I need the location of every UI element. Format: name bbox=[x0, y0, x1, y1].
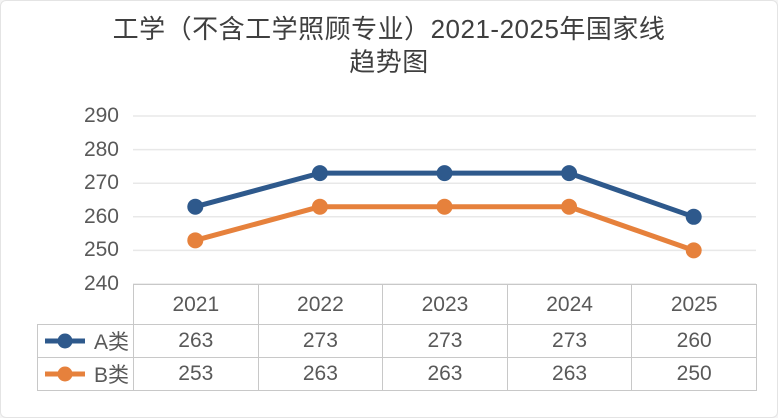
series-b-value-2021: 253 bbox=[133, 357, 259, 391]
series-b-value-2023: 263 bbox=[382, 357, 508, 391]
series-a-value-2021: 263 bbox=[133, 324, 259, 358]
series-a-legend-marker-icon bbox=[44, 333, 85, 349]
year-header-2021: 2021 bbox=[133, 284, 259, 325]
y-axis-tick-label-260: 260 bbox=[83, 204, 119, 228]
year-header-2025: 2025 bbox=[631, 284, 757, 325]
series-a-value-2022: 273 bbox=[257, 324, 384, 358]
series-b-legend-label: B类 bbox=[93, 364, 129, 387]
series-a-legend-cell: A类 bbox=[37, 324, 134, 358]
y-axis-tick-label-250: 250 bbox=[83, 238, 119, 262]
series-a-row: A类 263 273 273 273 260 bbox=[37, 324, 757, 358]
year-header-2024: 2024 bbox=[506, 284, 633, 325]
series-b-value-2022: 263 bbox=[257, 357, 384, 391]
data-point-A类-2024 bbox=[561, 165, 578, 182]
y-axis-tick-label-290: 290 bbox=[83, 104, 119, 127]
data-point-A类-2025 bbox=[685, 208, 702, 225]
data-point-A类-2021 bbox=[187, 198, 204, 215]
y-axis-tick-label-270: 270 bbox=[83, 171, 119, 195]
series-a-value-2023: 273 bbox=[382, 324, 508, 358]
table-corner-cell bbox=[37, 284, 134, 325]
data-point-A类-2023 bbox=[436, 165, 453, 182]
series-a-value-2025: 260 bbox=[631, 324, 757, 358]
series-b-value-2024: 263 bbox=[506, 357, 633, 391]
y-axis-tick-label-280: 280 bbox=[83, 137, 119, 161]
table-header-row: 2021 2022 2023 2024 2025 bbox=[37, 284, 757, 325]
series-a-value-2024: 273 bbox=[506, 324, 633, 358]
data-point-B类-2022 bbox=[311, 198, 328, 215]
series-b-row: B类 253 263 263 263 250 bbox=[37, 357, 757, 391]
chart-title: 工学（不含工学照顾专业）2021-2025年国家线 趋势图 bbox=[1, 13, 777, 79]
year-header-2022: 2022 bbox=[257, 284, 384, 325]
data-point-B类-2024 bbox=[561, 198, 578, 215]
year-header-2023: 2023 bbox=[382, 284, 508, 325]
series-b-value-2025: 250 bbox=[631, 357, 757, 391]
data-point-B类-2021 bbox=[187, 232, 204, 249]
chart-data-table: 2021 2022 2023 2024 2025 A类 263 273 273 … bbox=[37, 284, 757, 391]
series-b-legend-marker-icon bbox=[44, 366, 85, 382]
series-b-legend-cell: B类 bbox=[37, 357, 134, 391]
chart-title-line2: 趋势图 bbox=[349, 47, 429, 77]
chart-title-line1: 工学（不含工学照顾专业）2021-2025年国家线 bbox=[112, 14, 666, 44]
series-a-legend-label: A类 bbox=[93, 331, 129, 354]
data-point-A类-2022 bbox=[311, 165, 328, 182]
data-point-B类-2023 bbox=[436, 198, 453, 215]
data-point-B类-2025 bbox=[685, 242, 702, 259]
